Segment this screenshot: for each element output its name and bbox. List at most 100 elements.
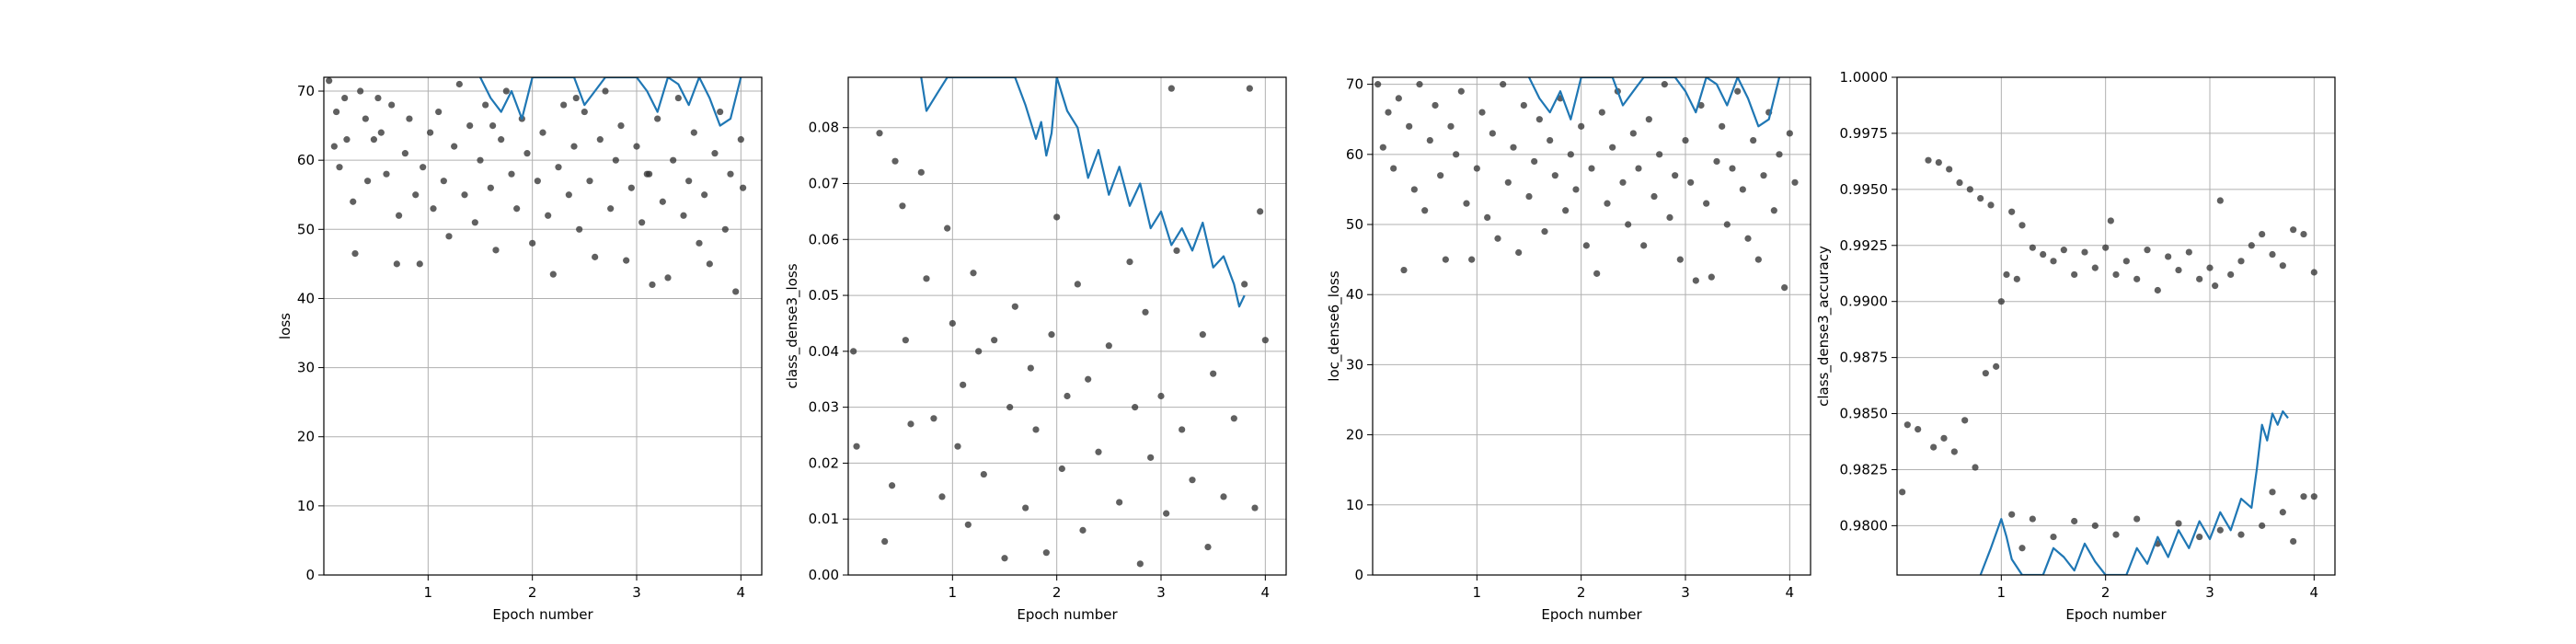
scatter-point xyxy=(975,348,983,355)
scatter-point xyxy=(2122,258,2130,265)
scatter-point xyxy=(572,94,580,102)
scatter-point xyxy=(416,260,423,268)
scatter-point xyxy=(370,136,377,144)
series-line xyxy=(1528,77,1781,128)
scatter-point xyxy=(1723,221,1731,228)
series-line xyxy=(920,77,1246,308)
scatter-point xyxy=(1687,178,1695,186)
scatter-point xyxy=(420,164,427,171)
scatter-point xyxy=(445,233,453,240)
y-tick-label: 60 xyxy=(1346,146,1363,163)
scatter-point xyxy=(737,136,744,144)
scatter-point xyxy=(1500,81,1507,88)
scatter-point xyxy=(2003,270,2010,279)
y-tick-label: 0 xyxy=(305,567,315,583)
scatter-point xyxy=(1048,331,1055,339)
scatter-point xyxy=(1770,207,1777,214)
scatter-point xyxy=(1167,85,1175,92)
scatter-point xyxy=(1400,266,1408,274)
scatter-point xyxy=(1064,392,1071,400)
scatter-point xyxy=(1915,425,1922,433)
scatter-point xyxy=(498,136,505,144)
scatter-point xyxy=(1593,270,1601,277)
x-tick-label: 1 xyxy=(424,584,433,601)
scatter-point xyxy=(2112,270,2120,279)
scatter-point xyxy=(1204,544,1212,551)
scatter-point xyxy=(2091,522,2099,529)
scatter-point xyxy=(1179,426,1186,433)
series-line xyxy=(479,77,742,127)
scatter-point xyxy=(2310,493,2317,500)
scatter-point xyxy=(2237,531,2245,538)
scatter-point xyxy=(1163,510,1170,517)
scatter-point xyxy=(1147,454,1155,461)
scatter-point xyxy=(2279,509,2286,516)
scatter-point xyxy=(343,136,351,144)
scatter-point xyxy=(396,212,403,219)
y-tick-label: 0.02 xyxy=(809,454,839,471)
scatter-point xyxy=(949,319,956,328)
scatter-point xyxy=(1489,130,1496,137)
scatter-point xyxy=(740,184,747,191)
y-tick-label: 20 xyxy=(297,429,315,445)
scatter-point xyxy=(401,150,408,157)
scatter-point xyxy=(2060,247,2067,254)
scatter-point xyxy=(1935,159,1942,167)
x-tick-label: 2 xyxy=(1577,584,1586,601)
scatter-point xyxy=(1997,298,2005,305)
y-tick-label: 0.08 xyxy=(809,120,839,136)
scatter-point xyxy=(2154,286,2161,294)
scatter-point xyxy=(1966,186,1973,193)
scatter-point xyxy=(1504,178,1512,186)
scatter-point xyxy=(938,493,946,500)
scatter-point xyxy=(377,129,385,136)
axes-frame xyxy=(323,76,763,576)
scatter-point xyxy=(350,198,357,205)
chart-panel-class-dense3-accuracy: 1 2 3 4 0.9800 0.9825 0.9850 0.9875 0.9900 0.9925… xyxy=(1815,69,2336,623)
scatter-point xyxy=(2050,533,2057,541)
y-tick-label: 0.06 xyxy=(809,231,839,247)
x-axis-label: Epoch number xyxy=(1541,606,1642,623)
scatter-point xyxy=(1126,258,1133,266)
scatter-point xyxy=(1656,151,1663,158)
y-tick-label: 0.05 xyxy=(809,287,839,304)
scatter-point xyxy=(560,101,568,109)
scatter-point xyxy=(902,337,909,344)
scatter-point xyxy=(412,191,420,199)
scatter-point xyxy=(487,184,494,191)
scatter-point xyxy=(1251,504,1259,512)
scatter-point xyxy=(602,87,609,95)
scatter-point xyxy=(1760,172,1767,179)
scatter-point xyxy=(1903,421,1911,429)
y-tick-label: 10 xyxy=(297,498,315,514)
x-tick-label: 3 xyxy=(1681,584,1690,601)
y-tick-label: 60 xyxy=(297,152,315,168)
scatter-point xyxy=(1105,342,1112,350)
scatter-point xyxy=(2310,269,2317,276)
scatter-point xyxy=(534,178,541,185)
x-axis-label: Epoch number xyxy=(1017,606,1118,623)
scatter-point xyxy=(891,157,899,165)
scatter-point xyxy=(1750,136,1757,144)
scatter-point xyxy=(964,521,972,528)
scatter-point xyxy=(889,482,896,489)
scatter-point xyxy=(576,225,583,233)
scatter-point xyxy=(623,257,630,264)
scatter-point xyxy=(565,191,572,199)
scatter-point xyxy=(1993,362,2000,370)
scatter-point xyxy=(1744,235,1752,242)
x-tick-label: 1 xyxy=(949,584,958,601)
scatter-point xyxy=(2227,270,2235,279)
scatter-point xyxy=(2165,253,2172,260)
scatter-point xyxy=(1261,337,1269,344)
scatter-point xyxy=(1672,172,1679,179)
scatter-point xyxy=(1457,87,1465,95)
scatter-point xyxy=(1085,375,1092,383)
scatter-point xyxy=(2081,248,2088,256)
scatter-point xyxy=(1385,109,1392,116)
scatter-point xyxy=(435,108,443,116)
scatter-point xyxy=(581,108,588,116)
scatter-point xyxy=(393,260,400,268)
